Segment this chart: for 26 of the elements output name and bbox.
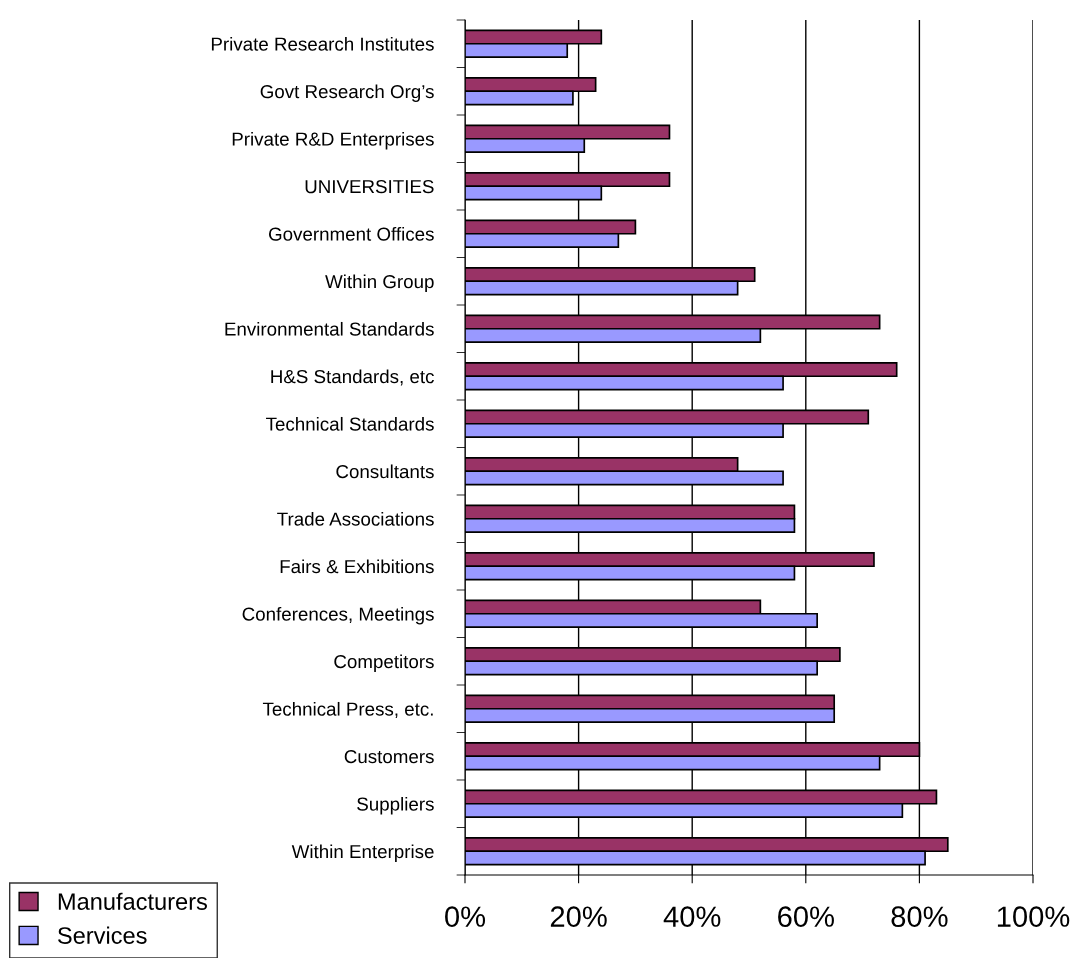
y-tick-label: Within Enterprise — [291, 844, 434, 862]
x-tick-label: 60% — [778, 906, 834, 927]
y-tick-label: UNIVERSITIES — [305, 179, 434, 194]
x-tick-label: 20% — [550, 906, 607, 927]
y-tick-label: Technical Standards — [266, 416, 434, 431]
legend-label: Services — [58, 926, 147, 944]
y-tick-label: Govt Research Org’s — [260, 84, 434, 102]
y-tick-label: Government Offices — [269, 226, 434, 241]
y-tick-label: Within Group — [325, 274, 434, 292]
x-tick-label: 0% — [445, 906, 486, 927]
x-tick-label: 40% — [663, 906, 721, 927]
y-tick-label: Fairs & Exhibitions — [280, 559, 434, 574]
y-tick-label: Technical Press, etc. — [262, 701, 433, 718]
y-tick-label: Suppliers — [357, 796, 434, 815]
y-tick-label: Conferences, Meetings — [242, 606, 434, 625]
y-tick-label: Private R&D Enterprises — [232, 131, 434, 150]
y-tick-label: Consultants — [336, 464, 434, 479]
y-tick-label: Environmental Standards — [225, 321, 434, 336]
x-tick-label: 80% — [891, 906, 948, 927]
x-tick-label: 100% — [997, 906, 1070, 927]
y-tick-label: Competitors — [334, 654, 434, 672]
y-tick-label: H&S Standards, etc — [271, 369, 434, 386]
y-tick-label: Private Research Institutes — [211, 36, 434, 51]
legend-label: Manufacturers — [58, 892, 207, 910]
y-tick-label: Trade Associations — [277, 511, 434, 526]
y-tick-label: Customers — [344, 749, 434, 764]
